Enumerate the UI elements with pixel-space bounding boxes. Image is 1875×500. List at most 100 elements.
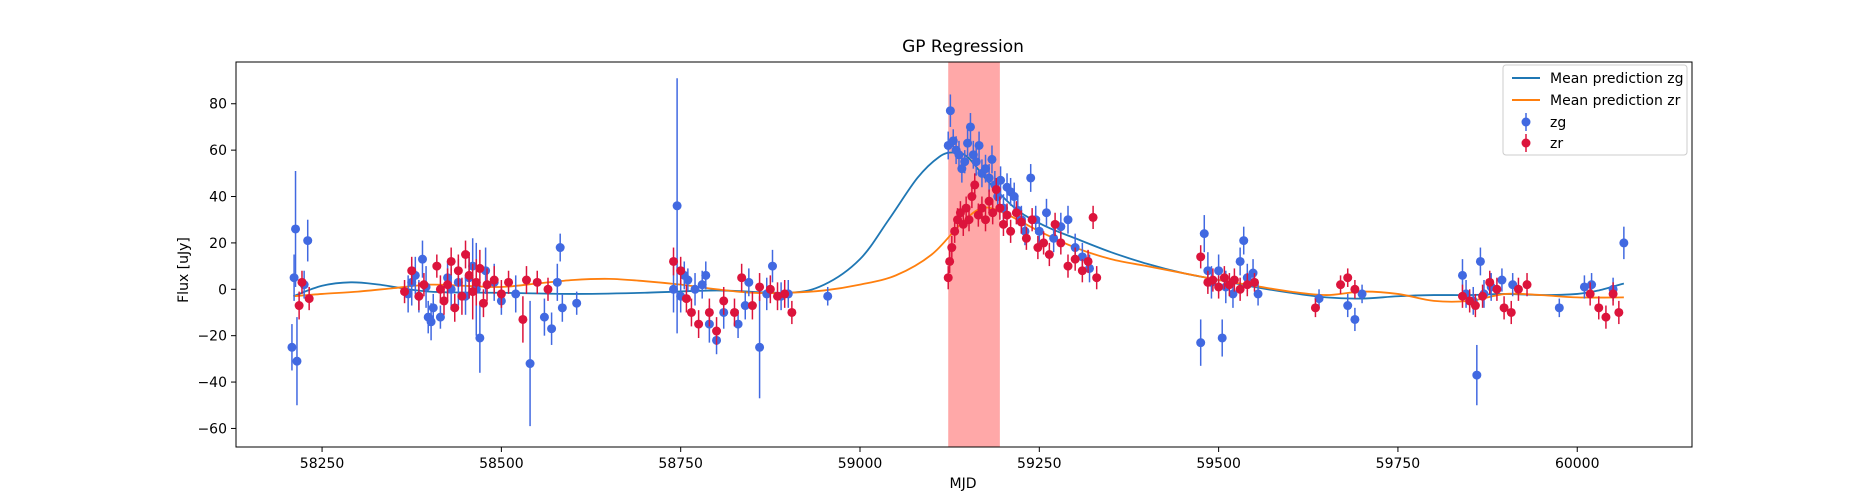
marker bbox=[504, 277, 514, 287]
data-point-zg-56 bbox=[945, 94, 955, 127]
chart-title: GP Regression bbox=[902, 37, 1024, 57]
marker bbox=[1034, 226, 1044, 236]
data-point-zr-83 bbox=[1208, 268, 1218, 292]
marker bbox=[988, 208, 998, 218]
marker bbox=[289, 273, 299, 283]
data-point-zr-92 bbox=[1336, 275, 1346, 294]
data-point-zr-5 bbox=[414, 282, 424, 311]
marker bbox=[543, 284, 553, 294]
marker bbox=[1249, 277, 1259, 287]
marker bbox=[1063, 215, 1073, 225]
data-point-zr-12 bbox=[450, 293, 460, 322]
data-point-zg-36 bbox=[672, 78, 682, 334]
data-point-zr-91 bbox=[1310, 298, 1320, 318]
marker bbox=[672, 201, 682, 211]
data-point-zr-53 bbox=[964, 208, 974, 232]
data-point-zg-115 bbox=[1497, 268, 1507, 292]
legend-label-zr: zr bbox=[1550, 136, 1563, 152]
data-point-zr-44 bbox=[787, 300, 797, 325]
data-point-zr-31 bbox=[681, 284, 691, 313]
data-point-zr-0 bbox=[294, 291, 304, 320]
marker bbox=[1506, 307, 1516, 317]
data-point-zg-63 bbox=[965, 113, 975, 141]
marker bbox=[1235, 256, 1245, 266]
marker bbox=[945, 106, 955, 116]
data-point-zr-39 bbox=[747, 291, 757, 320]
marker bbox=[1092, 273, 1102, 283]
marker bbox=[1608, 289, 1618, 299]
data-point-zr-27 bbox=[532, 270, 542, 294]
data-point-zg-5 bbox=[303, 219, 313, 262]
data-point-zg-31 bbox=[552, 263, 562, 301]
data-point-zr-10 bbox=[443, 268, 453, 301]
marker bbox=[974, 140, 984, 150]
marker bbox=[1044, 250, 1054, 259]
marker bbox=[973, 210, 983, 220]
marker bbox=[1011, 208, 1021, 218]
marker bbox=[1049, 233, 1059, 243]
marker bbox=[294, 301, 304, 311]
marker bbox=[1614, 307, 1624, 317]
marker bbox=[453, 266, 463, 276]
marker bbox=[1039, 238, 1049, 248]
x-tick-label: 59500 bbox=[1196, 456, 1241, 472]
data-point-zg-70 bbox=[987, 145, 997, 174]
data-point-zr-76 bbox=[1070, 247, 1080, 271]
data-point-zg-69 bbox=[984, 164, 994, 192]
data-point-zr-22 bbox=[489, 266, 499, 294]
legend-label-zr-prediction: Mean prediction zr bbox=[1550, 93, 1681, 109]
data-point-zr-14 bbox=[457, 277, 467, 315]
marker bbox=[998, 219, 1008, 229]
x-tick-label: 58250 bbox=[300, 456, 345, 472]
data-point-zr-84 bbox=[1214, 275, 1224, 299]
data-point-zr-73 bbox=[1050, 212, 1060, 236]
legend: Mean prediction zg Mean prediction zr zg… bbox=[1502, 64, 1688, 156]
marker bbox=[287, 342, 297, 352]
data-point-zr-104 bbox=[1522, 273, 1532, 297]
marker bbox=[482, 280, 492, 290]
marker bbox=[1485, 277, 1495, 287]
marker bbox=[1242, 280, 1252, 290]
data-point-zr-106 bbox=[1594, 296, 1604, 320]
marker bbox=[417, 254, 427, 264]
marker bbox=[572, 298, 582, 308]
data-point-zg-77 bbox=[1009, 182, 1019, 211]
marker bbox=[729, 307, 739, 317]
marker bbox=[532, 277, 542, 287]
x-tick-label: 58500 bbox=[479, 456, 524, 472]
data-point-zg-33 bbox=[557, 293, 567, 322]
data-point-zr-55 bbox=[970, 173, 980, 197]
data-point-zg-28 bbox=[525, 300, 535, 427]
data-point-zg-111 bbox=[1472, 344, 1482, 406]
data-point-zg-85 bbox=[1049, 224, 1059, 253]
marker bbox=[1228, 289, 1238, 299]
data-point-zr-15 bbox=[461, 240, 471, 269]
data-point-zr-4 bbox=[407, 256, 417, 285]
marker bbox=[489, 275, 499, 285]
marker bbox=[787, 307, 797, 317]
legend-label-zg: zg bbox=[1550, 115, 1566, 131]
data-point-zg-83 bbox=[1034, 217, 1044, 246]
data-point-zg-29 bbox=[539, 298, 549, 336]
y-axis-ticks: −60 −40 −20 0 20 40 60 80 bbox=[197, 97, 236, 437]
marker bbox=[1594, 303, 1604, 313]
marker bbox=[1343, 273, 1353, 283]
data-point-zr-71 bbox=[1039, 231, 1049, 255]
data-point-zr-36 bbox=[719, 286, 729, 315]
y-tick-label: 20 bbox=[209, 236, 227, 252]
data-point-zg-1 bbox=[289, 254, 299, 301]
marker bbox=[991, 185, 1001, 195]
data-point-zg-118 bbox=[1579, 275, 1589, 299]
data-point-zr-43 bbox=[780, 280, 790, 308]
data-point-zr-35 bbox=[712, 317, 722, 345]
marker bbox=[475, 263, 485, 273]
data-point-zr-2 bbox=[304, 286, 314, 311]
x-axis-label: MJD bbox=[950, 476, 977, 492]
data-point-zr-81 bbox=[1196, 245, 1206, 269]
axes-border bbox=[235, 61, 1693, 448]
data-point-zg-0 bbox=[287, 324, 297, 371]
marker bbox=[1314, 294, 1324, 304]
data-point-zr-33 bbox=[694, 310, 704, 338]
marker bbox=[475, 333, 485, 343]
